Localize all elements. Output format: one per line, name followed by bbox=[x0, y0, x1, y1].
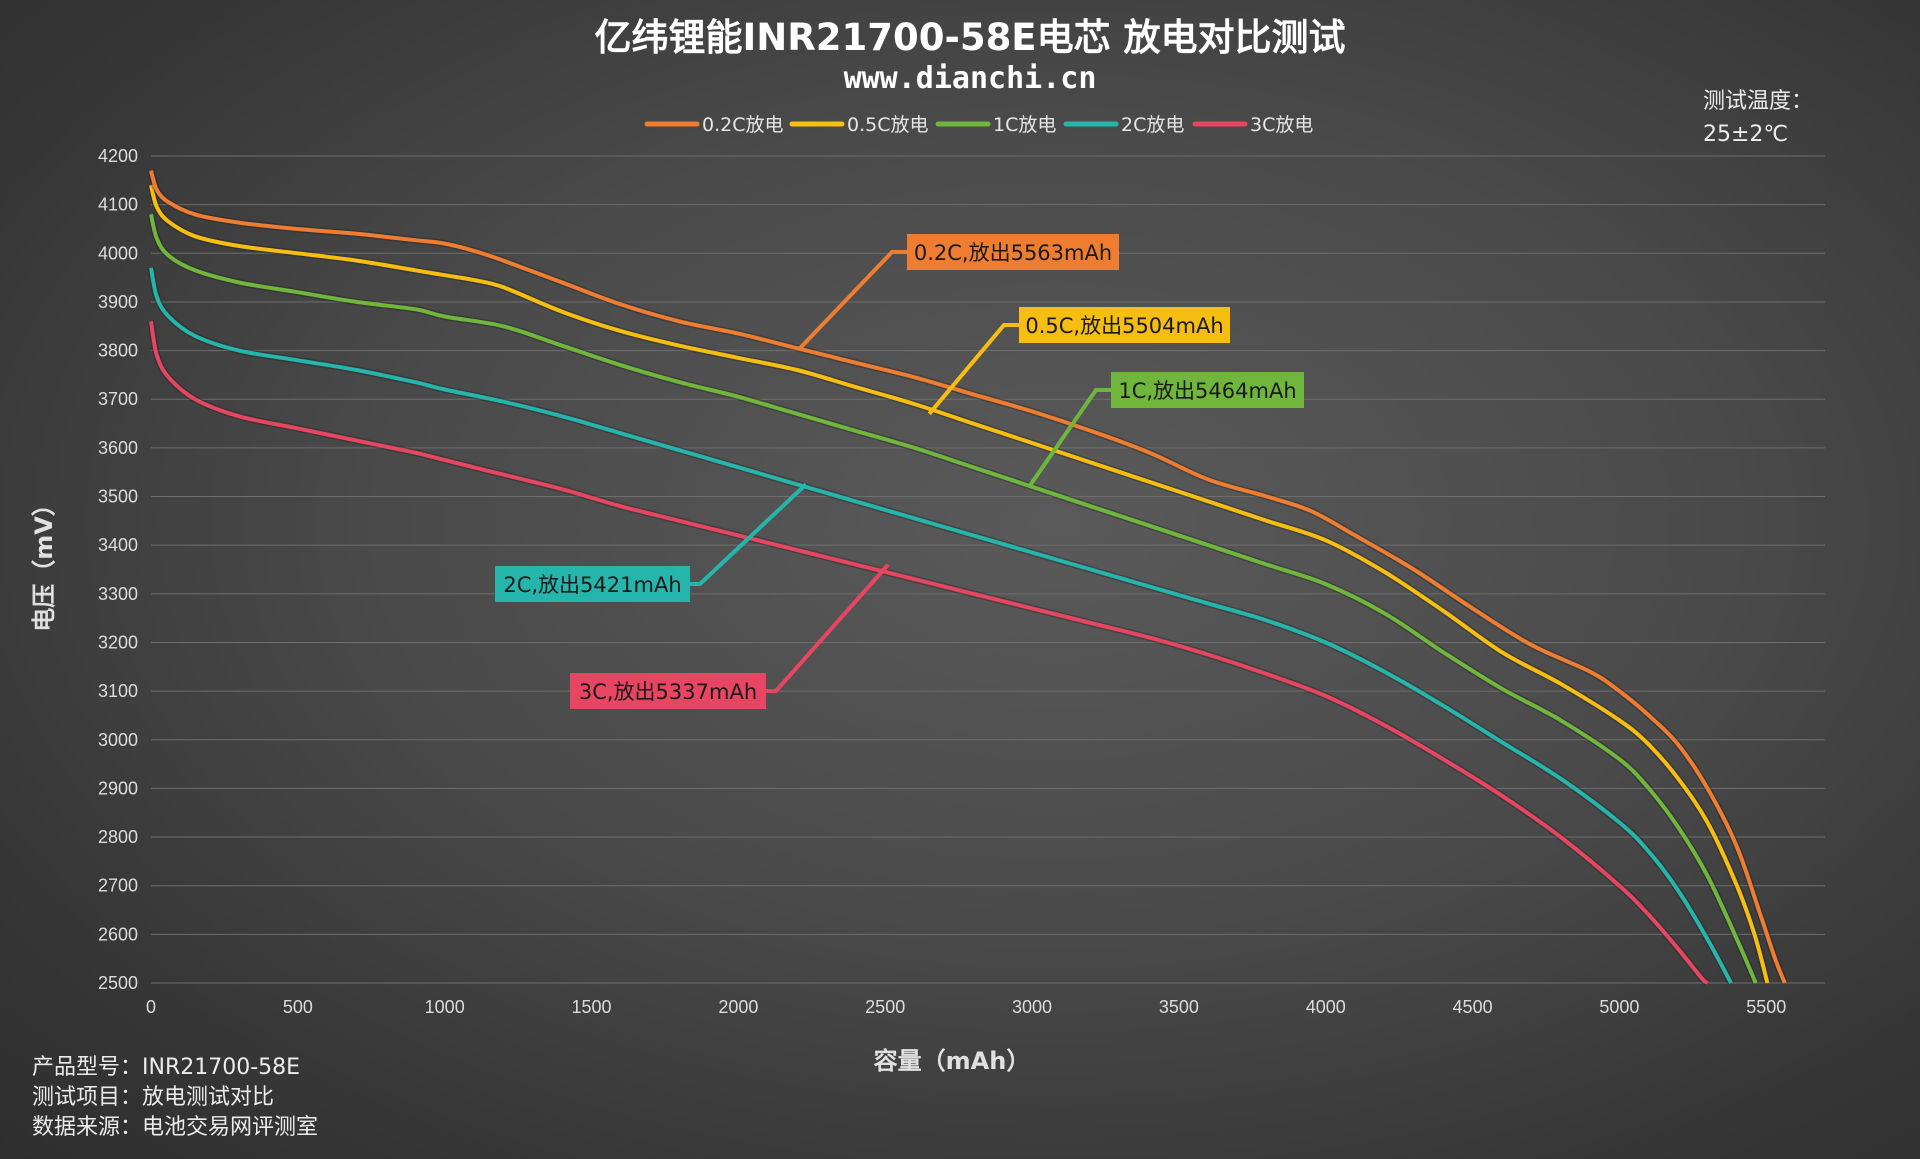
temperature-note: 测试温度： 25±2℃ bbox=[1703, 89, 1813, 147]
legend-label-3: 2C放电 bbox=[1121, 114, 1184, 136]
y-tick-3000: 3000 bbox=[98, 730, 138, 750]
x-tick-4000: 4000 bbox=[1306, 997, 1346, 1017]
series-shadow-4 bbox=[147, 320, 1710, 987]
temperature-note-value: 25±2℃ bbox=[1703, 122, 1788, 147]
callout-box-1 bbox=[1019, 307, 1230, 343]
series-shadow-2 bbox=[147, 213, 1759, 985]
grid bbox=[151, 155, 1825, 984]
callouts: 0.2C,放出5563mAh 0.5C,放出5504mAh 1C,放出5464mAh… bbox=[495, 234, 1304, 709]
callout-label-0: 0.2C,放出5563mAh bbox=[914, 241, 1112, 265]
y-tick-2500: 2500 bbox=[98, 973, 138, 993]
callout-leader-0 bbox=[798, 250, 907, 350]
legend: 0.2C放电 0.5C放电 1C放电 2C放电 3C放电 bbox=[644, 114, 1313, 136]
y-tick-4000: 4000 bbox=[98, 243, 138, 263]
y-tick-4200: 4200 bbox=[98, 146, 138, 166]
x-tick-4500: 4500 bbox=[1453, 997, 1493, 1017]
footer-source: 数据来源：电池交易网评测室 bbox=[32, 1115, 318, 1140]
y-tick-3100: 3100 bbox=[98, 681, 138, 701]
y-tick-2600: 2600 bbox=[98, 924, 138, 944]
x-tick-1000: 1000 bbox=[425, 997, 465, 1017]
x-tick-5500: 5500 bbox=[1746, 997, 1786, 1017]
series-line-0 bbox=[149, 170, 1787, 984]
y-tick-2700: 2700 bbox=[98, 876, 138, 896]
x-axis-label: 容量（mAh） bbox=[874, 1047, 1031, 1075]
x-axis-ticks: 0 500 1000 1500 2000 2500 3000 3500 4000 4500 5000… bbox=[146, 997, 1786, 1017]
y-axis-label: 电压（mV） bbox=[30, 492, 58, 632]
series-line-4 bbox=[149, 321, 1709, 985]
callout-box-0 bbox=[907, 234, 1119, 270]
temperature-note-label: 测试温度： bbox=[1703, 89, 1813, 114]
y-tick-3700: 3700 bbox=[98, 389, 138, 409]
callout-box-2 bbox=[1111, 372, 1304, 408]
y-tick-3600: 3600 bbox=[98, 438, 138, 458]
footer-test-item: 测试项目：放电测试对比 bbox=[32, 1085, 274, 1110]
callout-label-1: 0.5C,放出5504mAh bbox=[1025, 314, 1223, 338]
y-tick-2800: 2800 bbox=[98, 827, 138, 847]
callout-leader-3 bbox=[690, 482, 808, 586]
callout-label-4: 3C,放出5337mAh bbox=[579, 680, 757, 704]
y-tick-2900: 2900 bbox=[98, 778, 138, 798]
series-line-2 bbox=[149, 213, 1758, 984]
x-tick-3000: 3000 bbox=[1012, 997, 1052, 1017]
legend-label-2: 1C放电 bbox=[993, 114, 1056, 136]
x-tick-1500: 1500 bbox=[572, 997, 612, 1017]
y-tick-3800: 3800 bbox=[98, 341, 138, 361]
series-line-1 bbox=[149, 184, 1770, 984]
callout-leader-2 bbox=[1027, 388, 1111, 488]
legend-label-4: 3C放电 bbox=[1250, 114, 1313, 136]
callout-leader-4 bbox=[766, 563, 890, 693]
callout-box-3 bbox=[495, 566, 690, 602]
callout-label-3: 2C,放出5421mAh bbox=[503, 573, 681, 597]
series-lines bbox=[147, 169, 1789, 987]
legend-label-1: 0.5C放电 bbox=[847, 114, 928, 136]
y-tick-3500: 3500 bbox=[98, 487, 138, 507]
series-shadow-0 bbox=[147, 169, 1789, 985]
footer-model: 产品型号：INR21700-58E bbox=[32, 1055, 300, 1080]
callout-label-2: 1C,放出5464mAh bbox=[1118, 379, 1296, 403]
series-line-3 bbox=[149, 267, 1733, 984]
y-tick-3300: 3300 bbox=[98, 584, 138, 604]
x-tick-2500: 2500 bbox=[865, 997, 905, 1017]
y-axis-ticks: 2500 2600 2700 2800 2900 3000 3100 3200 3300 3400… bbox=[98, 146, 138, 993]
x-tick-2000: 2000 bbox=[718, 997, 758, 1017]
callout-box-4 bbox=[570, 673, 766, 709]
chart-subtitle: www.dianchi.cn bbox=[844, 61, 1097, 96]
y-tick-3900: 3900 bbox=[98, 292, 138, 312]
footer-info: 产品型号：INR21700-58E 测试项目：放电测试对比 数据来源：电池交易网… bbox=[32, 1055, 318, 1140]
x-tick-5000: 5000 bbox=[1599, 997, 1639, 1017]
y-tick-4100: 4100 bbox=[98, 195, 138, 215]
x-tick-3500: 3500 bbox=[1159, 997, 1199, 1017]
y-tick-3200: 3200 bbox=[98, 632, 138, 652]
legend-label-0: 0.2C放电 bbox=[702, 114, 783, 136]
x-tick-500: 500 bbox=[283, 997, 313, 1017]
y-tick-3400: 3400 bbox=[98, 535, 138, 555]
callout-leader-1 bbox=[927, 323, 1019, 416]
chart-title: 亿纬锂能INR21700-58E电芯 放电对比测试 bbox=[595, 16, 1346, 59]
x-tick-0: 0 bbox=[146, 997, 156, 1017]
